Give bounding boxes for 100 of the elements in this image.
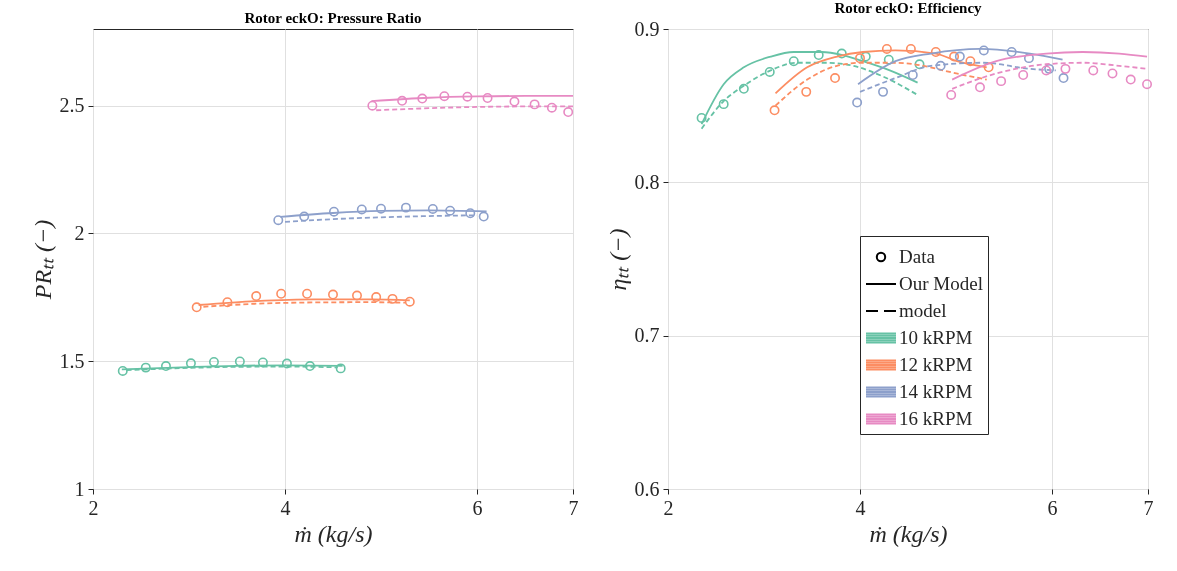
x-tick-label: 6 xyxy=(472,496,483,519)
point xyxy=(281,358,292,369)
point xyxy=(478,211,489,222)
line-series xyxy=(700,51,919,125)
point xyxy=(302,288,313,299)
point xyxy=(387,293,398,304)
point xyxy=(417,93,428,104)
point xyxy=(400,202,411,213)
x-tick-label: 2 xyxy=(88,496,99,519)
point xyxy=(439,91,450,102)
legend-label: Our Model xyxy=(899,273,983,294)
point xyxy=(914,59,925,70)
point xyxy=(404,296,415,307)
point xyxy=(696,112,707,123)
point xyxy=(185,358,196,369)
point xyxy=(376,203,386,214)
y-axis-title: ηₜₜ (−) xyxy=(604,228,631,291)
point xyxy=(251,291,262,302)
x-axis-title: ṁ (kg/s) xyxy=(294,520,373,547)
y-tick-label: 0.7 xyxy=(634,324,660,347)
point xyxy=(352,290,362,301)
point xyxy=(883,54,894,65)
point xyxy=(965,56,976,67)
point xyxy=(1018,70,1029,80)
point xyxy=(788,56,799,67)
point xyxy=(907,70,918,80)
point xyxy=(935,60,946,71)
y-tick-label: 0.6 xyxy=(634,477,660,500)
legend-label: 12 kRPM xyxy=(899,354,973,375)
point xyxy=(482,93,493,103)
point xyxy=(905,43,916,54)
point xyxy=(445,205,456,216)
point xyxy=(996,76,1007,87)
y-tick-label: 1 xyxy=(74,477,85,500)
point xyxy=(160,361,171,372)
y-tick-label: 2 xyxy=(74,221,85,244)
point xyxy=(878,86,889,97)
chart-title: Rotor eckO: Efficiency xyxy=(834,0,983,16)
point xyxy=(367,100,378,111)
point xyxy=(852,97,863,108)
y-tick-label: 1.5 xyxy=(59,349,85,372)
point xyxy=(813,50,824,61)
point xyxy=(836,48,847,59)
point xyxy=(978,45,989,56)
legend-label: model xyxy=(899,300,947,321)
point xyxy=(117,365,128,376)
point xyxy=(983,62,994,73)
x-tick-label: 6 xyxy=(1047,496,1058,519)
x-tick-label: 4 xyxy=(280,496,291,519)
point xyxy=(1142,79,1153,90)
point xyxy=(563,107,574,118)
x-axis-title: ṁ (kg/s) xyxy=(869,520,948,547)
point xyxy=(1125,74,1136,85)
point xyxy=(1058,73,1069,84)
x-tick-label: 4 xyxy=(855,496,866,519)
legend-label: 14 kRPM xyxy=(899,381,973,402)
point xyxy=(954,51,965,62)
y-tick-label: 2.5 xyxy=(59,94,85,117)
point xyxy=(299,211,310,222)
point xyxy=(1060,63,1071,74)
line-series xyxy=(951,51,1148,81)
point xyxy=(860,51,871,62)
point xyxy=(397,95,408,106)
point xyxy=(1023,53,1034,64)
point xyxy=(273,215,284,226)
point xyxy=(764,66,775,77)
y-axis-title: PRₜₜ (−) xyxy=(29,219,56,301)
point xyxy=(509,96,520,107)
y-tick-label: 0.9 xyxy=(634,17,660,40)
point xyxy=(946,89,957,100)
point xyxy=(462,91,473,102)
x-tick-label: 2 xyxy=(663,496,674,519)
x-tick-label: 7 xyxy=(568,496,579,519)
point xyxy=(881,43,892,54)
line-series xyxy=(857,48,1064,86)
point xyxy=(801,86,812,97)
legend-label: 16 kRPM xyxy=(899,408,973,429)
point xyxy=(949,51,960,62)
point xyxy=(975,82,985,93)
point xyxy=(465,208,476,219)
x-tick-label: 7 xyxy=(1143,496,1154,519)
point xyxy=(208,357,219,367)
legend-label: Data xyxy=(899,246,936,267)
point xyxy=(1006,47,1017,57)
point xyxy=(257,357,268,368)
point xyxy=(427,203,438,214)
point xyxy=(830,73,841,84)
point xyxy=(1107,68,1118,79)
legend-label: 10 kRPM xyxy=(899,327,973,348)
point xyxy=(855,53,865,64)
point xyxy=(718,99,729,110)
y-tick-label: 0.8 xyxy=(634,170,660,193)
point xyxy=(140,362,151,373)
point xyxy=(1088,65,1099,76)
point xyxy=(371,292,382,303)
point xyxy=(304,361,315,372)
point xyxy=(356,204,367,215)
point xyxy=(546,102,557,113)
point xyxy=(930,47,941,57)
point xyxy=(276,288,287,299)
